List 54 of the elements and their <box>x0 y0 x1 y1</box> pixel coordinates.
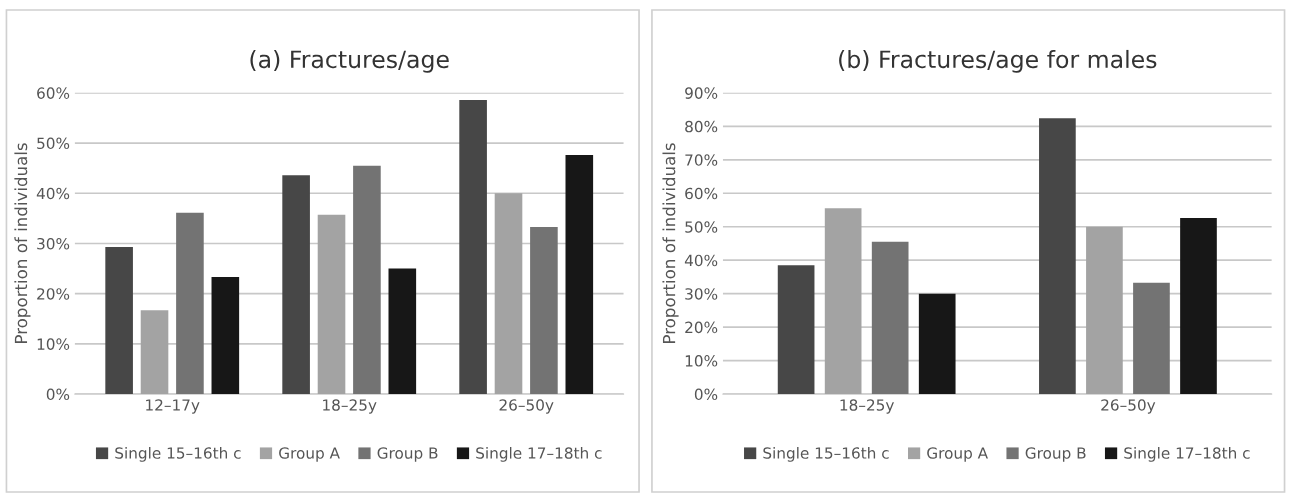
legend-label: Single 15–16th c <box>115 446 241 462</box>
bar <box>388 268 417 395</box>
legend-label: Single 15–16th c <box>763 446 889 462</box>
bar <box>494 193 523 395</box>
bar <box>565 155 594 395</box>
bar <box>1180 218 1217 395</box>
y-axis-title: Proportion of individuals <box>662 143 679 343</box>
chart-title: (b) Fractures/age for males <box>839 49 1157 73</box>
legend-label: Group A <box>927 447 988 462</box>
y-tick-label: 30% <box>685 288 718 300</box>
y-tick-label: 50% <box>37 137 70 150</box>
bar <box>918 293 956 395</box>
chart-title: (a) Fractures/age <box>250 49 449 73</box>
bar <box>211 277 240 395</box>
bar <box>824 208 862 395</box>
y-tick-label: 40% <box>36 187 70 200</box>
legend-label: Group B <box>1025 447 1086 462</box>
bar <box>140 310 169 395</box>
legend-label: Single 17–18th c <box>1124 446 1250 462</box>
y-tick-label: 10% <box>37 338 70 350</box>
y-tick-label: 0% <box>694 388 718 401</box>
y-tick-label: 20% <box>685 321 718 334</box>
bar <box>105 246 133 395</box>
bar <box>1039 118 1076 395</box>
y-tick-label: 60% <box>37 87 70 99</box>
y-tick-label: 20% <box>37 288 70 300</box>
y-tick-label: 80% <box>685 120 718 133</box>
x-tick-label: 26–50y <box>499 399 554 414</box>
y-tick-label: 10% <box>685 355 718 367</box>
bar <box>459 99 487 395</box>
legend-label: Group B <box>377 447 438 462</box>
y-tick-label: 50% <box>685 221 718 233</box>
legend-label: Single 17–18th c <box>476 446 602 462</box>
bar <box>777 265 815 395</box>
y-tick-label: 30% <box>37 237 70 250</box>
y-tick-label: 60% <box>685 187 718 200</box>
bar <box>317 214 346 395</box>
x-tick-label: 18–25y <box>323 399 377 414</box>
bar <box>282 175 310 395</box>
x-tick-label: 18–25y <box>840 399 894 414</box>
y-axis-title: Proportion of individuals <box>14 143 31 343</box>
x-tick-label: 12–17y <box>146 399 200 414</box>
bar <box>176 212 204 395</box>
bar <box>1086 226 1123 395</box>
y-tick-label: 40% <box>684 254 718 267</box>
bar <box>1133 282 1170 395</box>
bar <box>353 165 381 395</box>
y-tick-label: 0% <box>46 388 70 401</box>
x-tick-label: 26–50y <box>1101 399 1156 414</box>
bar <box>530 226 558 395</box>
y-tick-label: 70% <box>685 154 718 166</box>
bar <box>871 241 909 395</box>
y-tick-label: 90% <box>685 87 718 99</box>
legend-label: Group A <box>279 447 340 462</box>
